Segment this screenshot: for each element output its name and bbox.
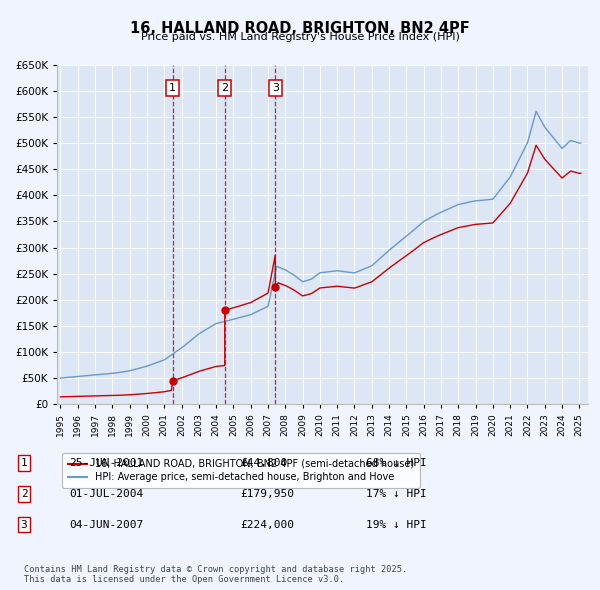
Legend: 16, HALLAND ROAD, BRIGHTON, BN2 4PF (semi-detached house), HPI: Average price, s: 16, HALLAND ROAD, BRIGHTON, BN2 4PF (sem… xyxy=(62,453,420,488)
Text: 3: 3 xyxy=(20,520,28,529)
Text: 2: 2 xyxy=(20,489,28,499)
Text: 16, HALLAND ROAD, BRIGHTON, BN2 4PF: 16, HALLAND ROAD, BRIGHTON, BN2 4PF xyxy=(130,21,470,35)
Text: Price paid vs. HM Land Registry's House Price Index (HPI): Price paid vs. HM Land Registry's House … xyxy=(140,32,460,42)
Text: 68% ↓ HPI: 68% ↓ HPI xyxy=(366,458,427,468)
Text: £44,800: £44,800 xyxy=(240,458,287,468)
Text: 17% ↓ HPI: 17% ↓ HPI xyxy=(366,489,427,499)
Text: 04-JUN-2007: 04-JUN-2007 xyxy=(69,520,143,529)
Text: 3: 3 xyxy=(272,83,279,93)
Text: 1: 1 xyxy=(169,83,176,93)
Text: 01-JUL-2004: 01-JUL-2004 xyxy=(69,489,143,499)
Text: 1: 1 xyxy=(20,458,28,468)
Text: £179,950: £179,950 xyxy=(240,489,294,499)
Text: Contains HM Land Registry data © Crown copyright and database right 2025.
This d: Contains HM Land Registry data © Crown c… xyxy=(24,565,407,584)
Text: 2: 2 xyxy=(221,83,229,93)
Text: 25-JUN-2001: 25-JUN-2001 xyxy=(69,458,143,468)
Text: £224,000: £224,000 xyxy=(240,520,294,529)
Text: 19% ↓ HPI: 19% ↓ HPI xyxy=(366,520,427,529)
